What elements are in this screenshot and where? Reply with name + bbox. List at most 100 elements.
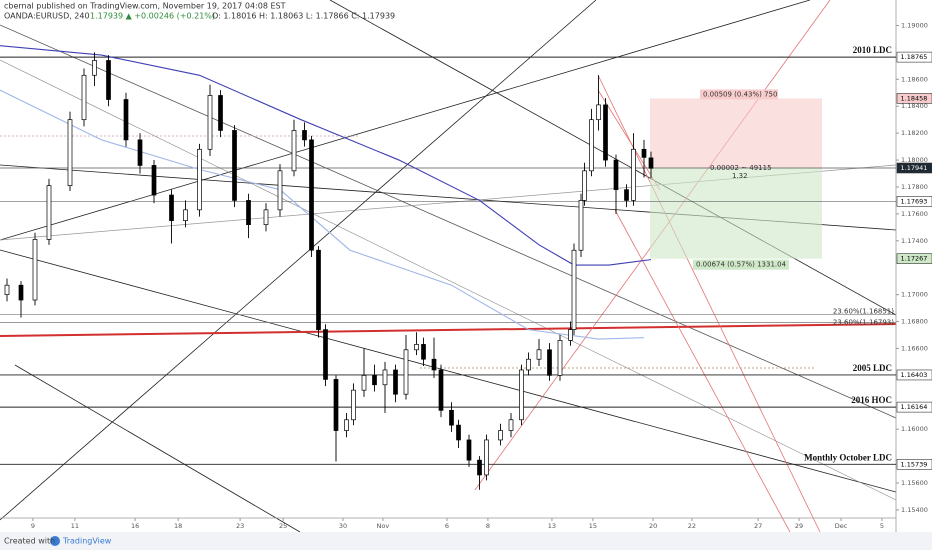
candle-body [344,419,349,431]
candle-body [372,375,377,386]
moving-average [0,45,652,266]
candle-body [291,130,297,172]
candle-body [547,349,552,376]
candle-body [81,74,87,121]
candle-body [589,119,594,172]
candle-body [414,344,419,351]
price-tag-bg [896,401,932,413]
candle-body [169,194,174,221]
candle-body [438,369,444,411]
candle-body [32,239,38,301]
entry-label: 0.00002 ~ 49115 [710,164,772,172]
price-tag: 1.16164 [901,403,928,411]
candle-body [246,200,251,225]
candle-body [568,329,573,341]
price-tag: 1.17941 [901,164,928,172]
trend-line [0,0,811,241]
candle-body [466,439,472,461]
x-tick-label: 18 [174,522,182,530]
price-tag: 1.15739 [901,460,928,468]
candle-body [263,209,269,225]
y-tick-label: 1.17400 [901,237,928,245]
x-tick-label: 30 [339,522,347,530]
candle-body [641,148,647,158]
target-zone [650,167,822,259]
candle-body [207,95,213,150]
last-price: 1.17939 ▲ +0.00246 (+0.21%) [90,12,215,21]
target-label-bg [693,259,789,270]
author-line: cbernal published on TradingView.com, No… [4,2,286,11]
fib-label: 23.60%(1.16851) [833,308,894,316]
candle-body [536,349,542,360]
candle-body [123,99,129,141]
moving-average [0,89,645,340]
candle-body [596,104,601,121]
support-line [0,323,897,337]
x-tick-label: 20 [649,522,657,530]
stop-label: 0.00509 (0.43%) 750 [703,90,777,98]
candle-body [456,424,461,441]
x-tick-label: 22 [688,522,696,530]
candle-body [526,358,531,371]
trend-line [0,59,897,501]
candle-body [648,157,654,169]
candle-body [403,349,409,395]
y-tick-label: 1.18400 [901,102,928,110]
candle-body [277,170,283,211]
pink-line [597,89,661,191]
x-tick-label: 23 [236,522,244,530]
candle-body [137,139,143,166]
candle-body [571,249,577,330]
candle-body [613,159,619,191]
candle-body [333,379,339,431]
fib-label: 23.60%(1.16793) [833,318,894,326]
ohlc: O: 1.18016 H: 1.18063 L: 1.17866 C: 1.17… [212,12,395,21]
candle-body [18,284,24,301]
candle-body [557,340,563,376]
stop-zone [650,98,822,168]
x-tick-label: 11 [71,522,79,530]
x-tick-label: 8 [486,522,490,530]
ratio-label: 1.32 [732,172,748,180]
candle-body [67,119,73,186]
price-tag: 1.17267 [901,255,928,263]
candle-body [197,148,202,211]
candle-body [151,165,157,196]
candle-body [421,344,426,360]
footer-created: Created with [4,537,55,546]
x-tick-label: 6 [445,522,449,530]
stop-label-bg [700,89,778,100]
price-tag-bg [896,253,932,264]
trend-line [329,0,897,316]
symbol: OANDA:EURUSD, 240 [4,12,90,21]
candle-body [624,189,629,201]
candle-body [393,369,398,395]
candle-body [578,200,584,251]
x-tick-label: 16 [131,522,139,530]
price-tag: 1.18458 [901,94,928,102]
x-tick-label: 15 [589,522,597,530]
candle-body [106,60,111,100]
footer-bar [0,532,932,550]
candle-body [631,148,636,201]
y-tick-label: 1.16600 [901,344,928,352]
x-tick-label: 29 [795,522,803,530]
y-tick-label: 1.16800 [901,318,928,326]
level-label: 2010 LDC [853,45,892,55]
candle-body [477,459,482,476]
level-label: Monthly October LDC [804,452,892,462]
candle-body [232,130,237,201]
brand-icon [50,536,60,546]
price-tag-bg [896,51,932,63]
candle-body [4,284,10,295]
candle-body [218,95,223,131]
candle-body [519,369,524,421]
pink-line [614,209,791,533]
x-tick-label: Nov [377,522,390,530]
x-tick-label: 25 [279,522,287,530]
y-tick-label: 1.18000 [901,156,928,164]
level-label: 2005 LDC [853,363,892,373]
y-tick-label: 1.15400 [901,506,928,514]
